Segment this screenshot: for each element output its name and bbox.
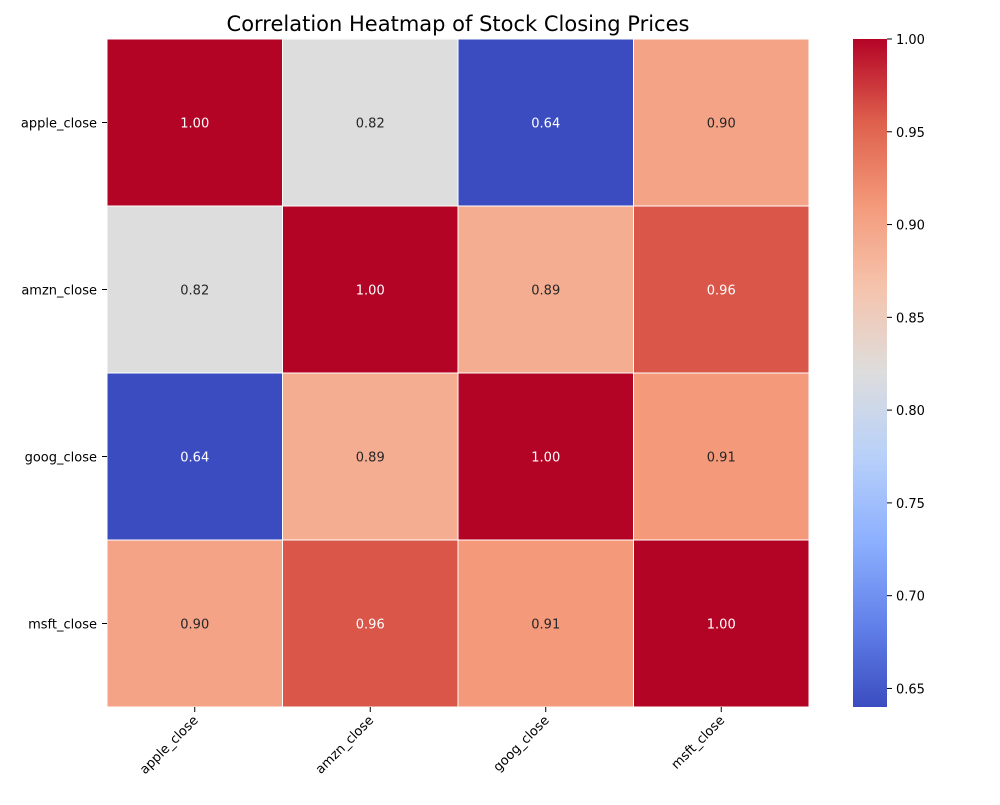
heatmap-cell	[457, 38, 634, 207]
cell-value-label: 1.00	[707, 618, 736, 633]
cell-value-label: 0.64	[531, 117, 560, 132]
heatmap-cell	[106, 38, 283, 207]
heatmap-cells: 1.00 0.82 0.64 0.90 0.82 1.00 0.89 0.96 0.64 0.89…	[106, 38, 810, 708]
colorbar-tick-label: 0.95	[896, 126, 925, 141]
cell-value-label: 0.90	[707, 117, 736, 132]
cell-value-label: 0.91	[707, 451, 736, 466]
heatmap-cell	[282, 38, 459, 207]
colorbar-tick-label: 0.75	[896, 497, 925, 512]
y-tick-label: msft_close	[28, 618, 97, 633]
colorbar-gradient	[853, 39, 887, 707]
heatmap-cell	[633, 539, 810, 708]
x-tick-label: goog_close	[491, 713, 553, 775]
x-tick-labels: apple_close amzn_close goog_close msft_clos…	[137, 707, 728, 778]
heatmap-cell	[282, 539, 459, 708]
y-tick-label: apple_close	[21, 117, 97, 132]
chart-title: Correlation Heatmap of Stock Closing Pri…	[227, 12, 690, 36]
heatmap-cell	[282, 372, 459, 541]
cell-value-label: 1.00	[531, 451, 560, 466]
colorbar-tick-label: 1.00	[896, 33, 925, 48]
heatmap-cell	[457, 539, 634, 708]
heatmap-cell	[106, 539, 283, 708]
x-tick-label: amzn_close	[313, 713, 377, 777]
heatmap-cell	[282, 205, 459, 374]
cell-value-label: 1.00	[180, 117, 209, 132]
cell-value-label: 0.64	[180, 451, 209, 466]
x-tick-label: apple_close	[137, 713, 201, 777]
colorbar-tick-label: 0.70	[896, 590, 925, 605]
cell-value-label: 0.89	[356, 451, 385, 466]
cell-value-label: 0.96	[707, 284, 736, 299]
cell-value-label: 0.89	[531, 284, 560, 299]
colorbar: 0.65 0.70 0.75 0.80 0.85 0.90 0.95 1.00	[853, 33, 925, 707]
colorbar-tick-label: 0.90	[896, 219, 925, 234]
heatmap-cell	[457, 205, 634, 374]
cell-value-label: 0.82	[356, 117, 385, 132]
y-tick-label: amzn_close	[21, 284, 97, 299]
cell-value-label: 1.00	[356, 284, 385, 299]
heatmap-cell	[106, 205, 283, 374]
cell-value-label: 0.96	[356, 618, 385, 633]
y-tick-labels: apple_close amzn_close goog_close msft_clos…	[21, 117, 107, 633]
x-tick-label: msft_close	[669, 713, 728, 772]
heatmap-cell	[633, 372, 810, 541]
colorbar-tick-label: 0.65	[896, 682, 925, 697]
y-tick-label: goog_close	[25, 451, 97, 466]
heatmap-cell	[633, 205, 810, 374]
colorbar-tick-label: 0.80	[896, 404, 925, 419]
cell-value-label: 0.82	[180, 284, 209, 299]
cell-value-label: 0.91	[531, 618, 560, 633]
colorbar-tick-label: 0.85	[896, 311, 925, 326]
cell-value-label: 0.90	[180, 618, 209, 633]
heatmap-cell	[633, 38, 810, 207]
